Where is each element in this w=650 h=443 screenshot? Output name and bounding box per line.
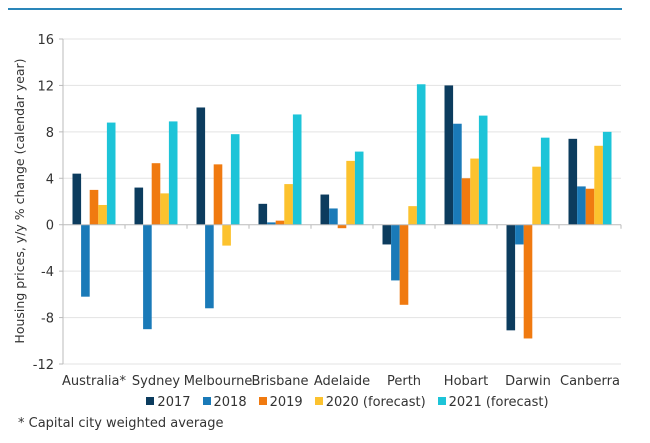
bar-2018-hobart [453,123,462,225]
bar-2021-hobart [478,115,488,225]
bar-2021-sydney [168,121,178,225]
y-tick-label: 12 [37,79,54,94]
bar-2017-sydney [134,187,144,225]
legend-swatch [258,397,267,405]
bar-2019-hobart [461,178,471,225]
bar-2020-adelaide [346,160,355,225]
bar-2019-melbourne [213,164,223,225]
legend-item: 2020 (forecast) [314,395,426,410]
bar-2020-hobart [470,158,479,225]
x-category-label: Hobart [444,374,488,389]
bar-2017-melbourne [196,107,206,225]
bar-2018-australia [81,224,90,297]
y-tick-label: 8 [46,126,54,141]
legend-label: 2020 (forecast) [325,395,426,410]
bars [72,84,612,339]
bar-2021-perth [416,84,426,225]
legend-label: 2018 [213,395,247,410]
bar-2019-perth [399,224,409,305]
bar-2020-australia [98,204,107,225]
legend-label: 2017 [157,395,191,410]
bar-2021-melbourne [230,134,240,225]
bar-2019-adelaide [337,224,347,229]
x-category-label: Australia* [62,374,127,389]
legend-item: 2018 [202,395,247,410]
bar-2020-melbourne [222,224,231,246]
bar-2021-canberra [602,131,612,225]
bar-2020-perth [408,206,417,225]
y-tick-label: 4 [46,172,54,187]
legend-label: 2019 [269,395,303,410]
bar-2020-darwin [532,166,541,225]
x-category-label: Perth [387,374,421,389]
bar-2019-sydney [151,163,161,225]
y-tick-label: 16 [37,33,54,48]
legend-swatch [314,397,323,405]
bar-2020-canberra [594,145,603,225]
x-category-label: Brisbane [251,374,308,389]
legend-item: 2019 [258,395,303,410]
bar-2018-melbourne [205,224,214,309]
bar-2018-canberra [577,186,586,225]
bar-2017-australia [72,173,82,225]
bar-2018-sydney [143,224,152,330]
footnote: * Capital city weighted average [18,416,224,431]
y-tick-label: -12 [33,358,54,373]
legend-item: 2017 [146,395,191,410]
y-tick-label: -8 [41,312,54,327]
x-category-label: Melbourne [184,374,253,389]
bar-2020-sydney [160,193,169,225]
legend-swatch [437,397,446,405]
legend-swatch [146,397,155,405]
x-category-label: Sydney [132,374,180,389]
bar-2018-perth [391,224,400,281]
bar-2020-brisbane [284,184,293,225]
axes [62,39,622,364]
bar-2017-brisbane [258,203,268,225]
bar-chart: -12 -8 -4 0 4 8 12 16 Australia* Sydney Melbourne… [12,33,622,389]
bar-2021-australia [106,122,116,225]
x-category-label: Adelaide [314,374,370,389]
y-axis-label: Housing prices, y/y % change (calendar y… [12,58,27,343]
bar-2019-brisbane [275,220,285,225]
bar-2017-hobart [444,85,454,225]
legend-item: 2021 (forecast) [437,395,549,410]
y-axis-ticks: -12 -8 -4 0 4 8 12 16 [33,33,63,373]
bar-2018-adelaide [329,208,338,225]
bar-2018-brisbane [267,222,276,225]
header-rule [8,8,622,10]
x-axis-categories: Australia* Sydney Melbourne Brisbane Adelaid… [62,374,620,389]
x-category-label: Canberra [560,374,620,389]
y-tick-label: -4 [41,265,54,280]
bar-2017-perth [382,224,392,245]
bar-2019-canberra [585,188,595,225]
bar-2021-darwin [540,137,550,225]
bar-2017-canberra [568,138,578,225]
x-category-label: Darwin [505,374,551,389]
bar-2021-adelaide [354,151,364,225]
bar-2019-darwin [523,224,533,339]
bar-2019-australia [89,189,99,225]
legend-label: 2021 (forecast) [448,395,549,410]
bar-2021-brisbane [292,114,302,225]
legend: 2017 2018 2019 2020 (forecast) 2021 (forecas… [0,395,650,410]
bar-2017-adelaide [320,194,330,225]
legend-swatch [202,397,211,405]
y-tick-label: 0 [46,219,54,234]
bar-2017-darwin [506,224,516,331]
bar-2018-darwin [515,224,524,245]
